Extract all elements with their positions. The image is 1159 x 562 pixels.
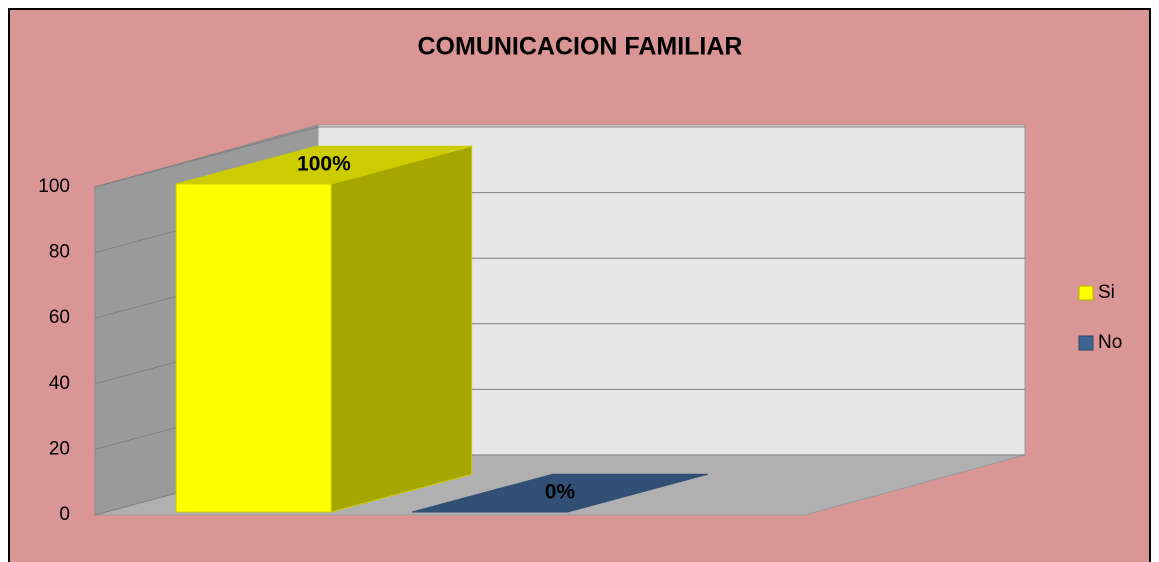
bar-top bbox=[176, 145, 472, 185]
y-tick-label: 20 bbox=[49, 438, 70, 459]
data-label: 0% bbox=[545, 481, 576, 504]
y-tick-label: 60 bbox=[49, 307, 70, 328]
bar-side bbox=[330, 145, 473, 513]
bar bbox=[175, 145, 473, 513]
bar-front bbox=[175, 183, 332, 513]
data-label: 100% bbox=[297, 153, 351, 176]
legend-swatch bbox=[1078, 285, 1094, 301]
y-tick-label: 100 bbox=[38, 176, 70, 197]
legend-swatch bbox=[1078, 335, 1094, 351]
y-tick-label: 0 bbox=[59, 504, 70, 525]
bar-top bbox=[412, 473, 708, 513]
y-tick-label: 40 bbox=[49, 373, 70, 394]
legend-label: Si bbox=[1098, 282, 1115, 303]
grid-line bbox=[94, 126, 1025, 188]
legend-label: No bbox=[1098, 332, 1122, 353]
chart-title: COMUNICACION FAMILIAR bbox=[418, 33, 743, 61]
y-tick-label: 80 bbox=[49, 242, 70, 263]
bar bbox=[412, 473, 708, 513]
